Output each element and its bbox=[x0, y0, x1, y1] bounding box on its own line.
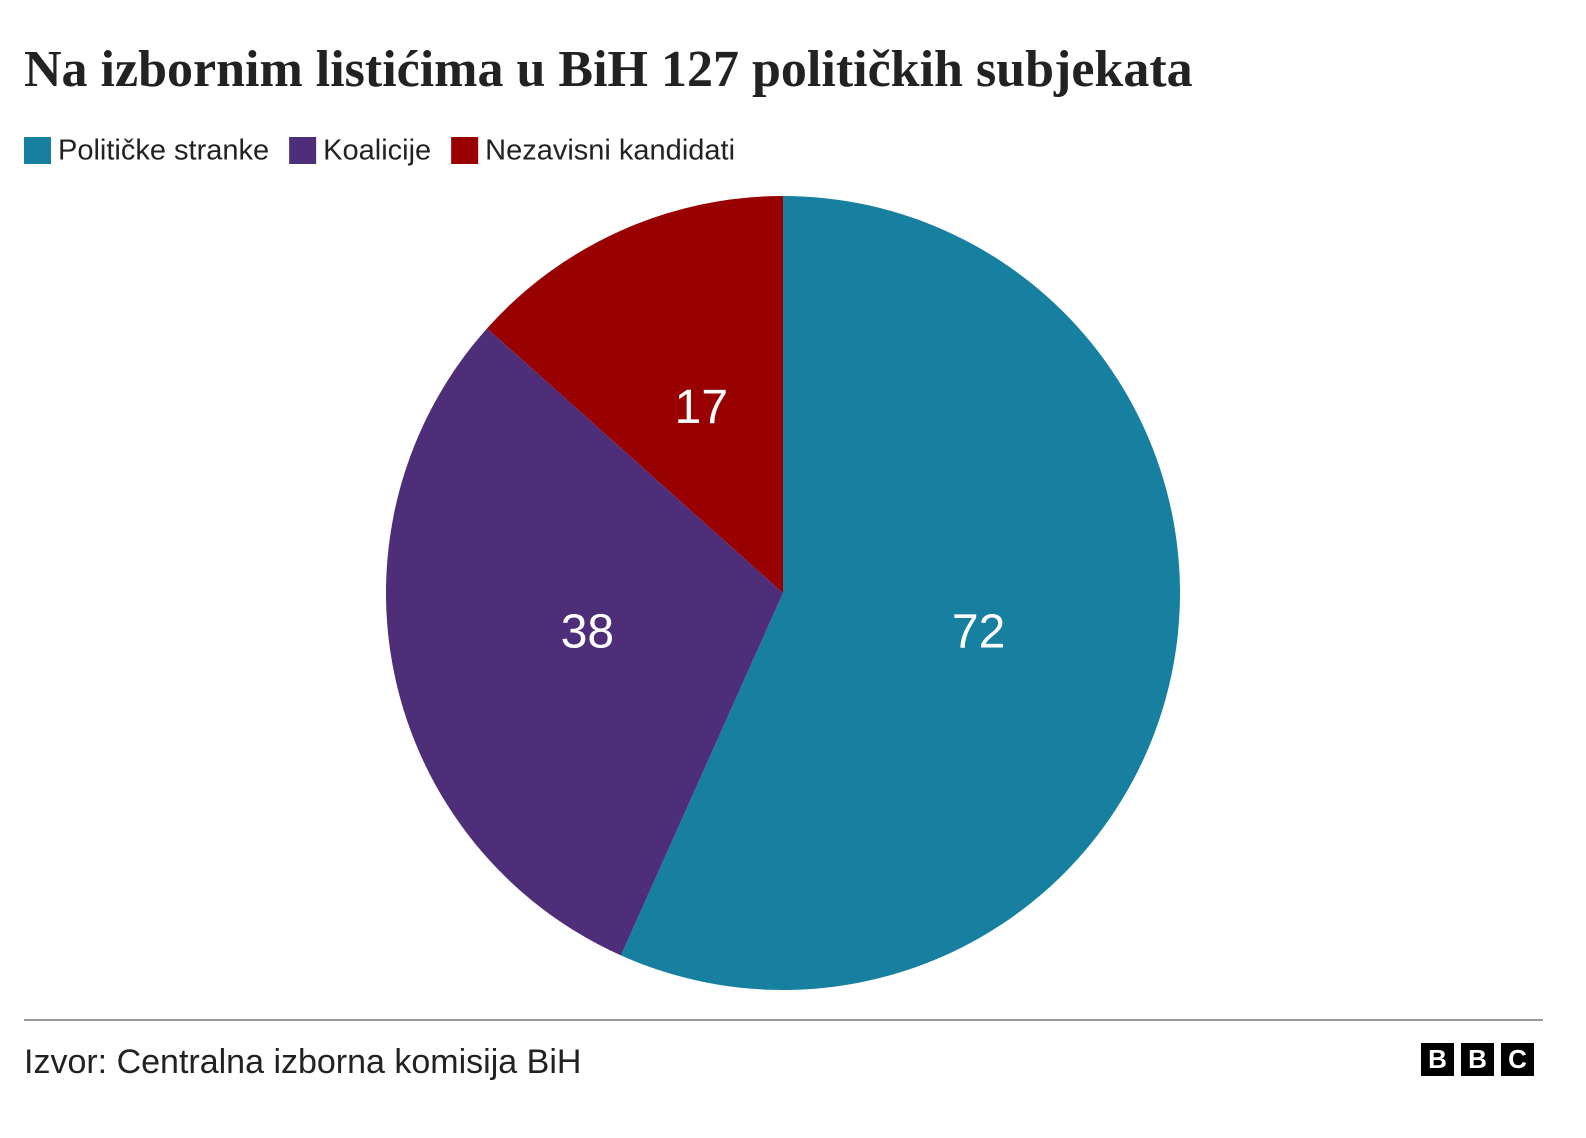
logo-letter: B bbox=[1468, 1044, 1487, 1074]
logo-letter: C bbox=[1508, 1044, 1527, 1074]
logo-letter: B bbox=[1428, 1044, 1447, 1074]
logo: B B C bbox=[1421, 1043, 1534, 1076]
legend-swatch bbox=[24, 137, 51, 164]
pie-slice bbox=[386, 328, 783, 956]
pie-slice bbox=[620, 196, 1181, 990]
chart-title: Na izbornim listićima u BiH 127 političk… bbox=[24, 41, 1193, 98]
logo-box bbox=[1461, 1043, 1494, 1076]
value-label: 17 bbox=[675, 381, 728, 434]
legend-swatch bbox=[289, 137, 317, 164]
legend-label: Političke stranke bbox=[58, 135, 269, 167]
pie-slice bbox=[487, 196, 783, 593]
legend-swatch bbox=[451, 137, 479, 164]
legend-label: Koalicije bbox=[323, 135, 431, 167]
value-label: 38 bbox=[561, 605, 614, 658]
logo-box bbox=[1421, 1043, 1454, 1076]
value-label: 72 bbox=[952, 605, 1005, 658]
source: Izvor: Centralna izborna komisija BiH bbox=[24, 1043, 581, 1081]
legend-label: Nezavisni kandidati bbox=[485, 135, 735, 167]
logo-box bbox=[1501, 1043, 1534, 1076]
